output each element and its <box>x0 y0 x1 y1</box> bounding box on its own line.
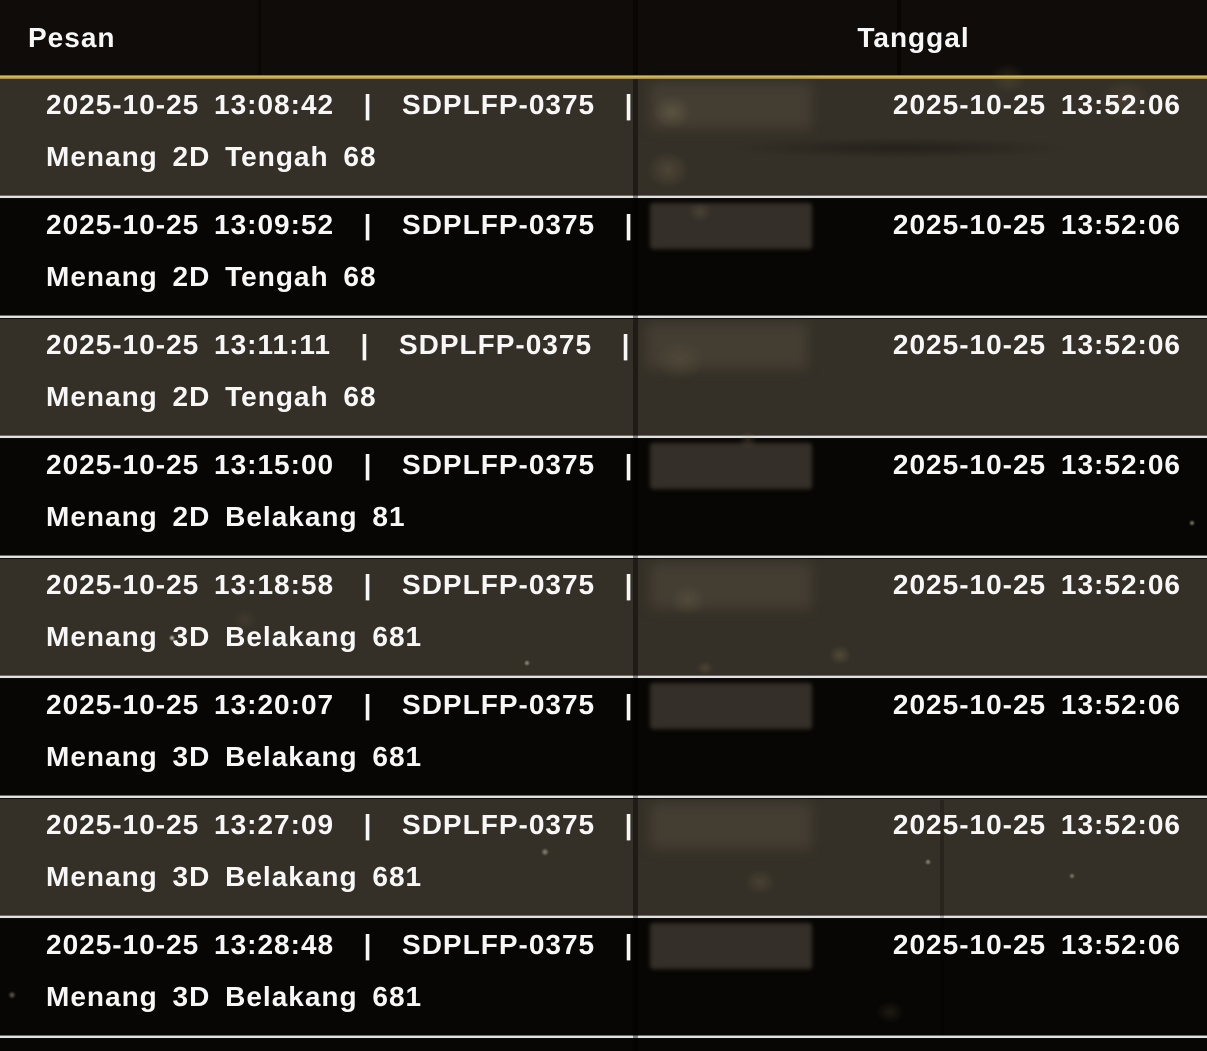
tanggal-cell: 2025-10-25 13:52:06 <box>892 209 1181 240</box>
pesan-cell: 2025-10-25 13:28:48 | SDPLFP-0375 | Mena… <box>0 919 812 1023</box>
message-text: Menang 2D Tengah 68 <box>46 141 377 172</box>
tanggal-cell: 2025-10-25 13:52:06 <box>892 89 1181 120</box>
message-meta: 2025-10-25 13:28:48 | SDPLFP-0375 | <box>46 929 634 960</box>
message-meta-line: 2025-10-25 13:20:07 | SDPLFP-0375 | <box>46 679 812 731</box>
message-text: Menang 2D Belakang 81 <box>46 501 406 532</box>
table-row: 2025-10-25 13:09:52 | SDPLFP-0375 | Mena… <box>0 199 1207 315</box>
message-text: Menang 3D Belakang 681 <box>46 981 423 1012</box>
message-text: Menang 2D Tengah 68 <box>46 261 377 292</box>
message-meta: 2025-10-25 13:15:00 | SDPLFP-0375 | <box>46 449 634 480</box>
message-meta: 2025-10-25 13:27:09 | SDPLFP-0375 | <box>46 809 634 840</box>
pesan-cell: 2025-10-25 13:15:00 | SDPLFP-0375 | Mena… <box>0 439 812 543</box>
table-row: 2025-10-25 13:15:00 | SDPLFP-0375 | Mena… <box>0 439 1207 555</box>
pesan-cell: 2025-10-25 13:11:11 | SDPLFP-0375 | Mena… <box>0 319 809 423</box>
message-meta-line: 2025-10-25 13:15:00 | SDPLFP-0375 | <box>46 439 812 491</box>
message-meta-line: 2025-10-25 13:11:11 | SDPLFP-0375 | <box>46 319 809 371</box>
table-body: 2025-10-25 13:08:42 | SDPLFP-0375 | Mena… <box>0 79 1207 1039</box>
message-text: Menang 3D Belakang 681 <box>46 861 423 892</box>
message-meta-line: 2025-10-25 13:18:58 | SDPLFP-0375 | <box>46 559 812 611</box>
message-meta: 2025-10-25 13:11:11 | SDPLFP-0375 | <box>46 329 631 360</box>
message-meta: 2025-10-25 13:18:58 | SDPLFP-0375 | <box>46 569 634 600</box>
table-row: 2025-10-25 13:27:09 | SDPLFP-0375 | Mena… <box>0 799 1207 915</box>
table-row: 2025-10-25 13:18:58 | SDPLFP-0375 | Mena… <box>0 559 1207 675</box>
message-meta-line: 2025-10-25 13:08:42 | SDPLFP-0375 | <box>46 79 812 131</box>
table-row: 2025-10-25 13:08:42 | SDPLFP-0375 | Mena… <box>0 79 1207 195</box>
message-meta: 2025-10-25 13:20:07 | SDPLFP-0375 | <box>46 689 634 720</box>
message-meta: 2025-10-25 13:09:52 | SDPLFP-0375 | <box>46 209 634 240</box>
tanggal-cell: 2025-10-25 13:52:06 <box>892 329 1181 360</box>
column-header-tanggal: Tanggal <box>857 21 970 53</box>
pesan-cell: 2025-10-25 13:18:58 | SDPLFP-0375 | Mena… <box>0 559 812 663</box>
message-text: Menang 3D Belakang 681 <box>46 741 423 772</box>
pesan-cell: 2025-10-25 13:27:09 | SDPLFP-0375 | Mena… <box>0 799 812 903</box>
table-row: 2025-10-25 13:11:11 | SDPLFP-0375 | Mena… <box>0 319 1207 435</box>
partial-next-row <box>0 1039 1207 1051</box>
message-text: Menang 2D Tengah 68 <box>46 381 377 412</box>
tanggal-cell: 2025-10-25 13:52:06 <box>892 449 1181 480</box>
message-meta-line: 2025-10-25 13:28:48 | SDPLFP-0375 | <box>46 919 812 971</box>
message-meta-line: 2025-10-25 13:09:52 | SDPLFP-0375 | <box>46 199 812 251</box>
pesan-cell: 2025-10-25 13:09:52 | SDPLFP-0375 | Mena… <box>0 199 812 303</box>
tanggal-cell: 2025-10-25 13:52:06 <box>892 569 1181 600</box>
table-row: 2025-10-25 13:20:07 | SDPLFP-0375 | Mena… <box>0 679 1207 795</box>
tanggal-cell: 2025-10-25 13:52:06 <box>892 809 1181 840</box>
tanggal-cell: 2025-10-25 13:52:06 <box>892 689 1181 720</box>
tanggal-cell: 2025-10-25 13:52:06 <box>892 929 1181 960</box>
pesan-cell: 2025-10-25 13:08:42 | SDPLFP-0375 | Mena… <box>0 79 812 183</box>
message-meta: 2025-10-25 13:08:42 | SDPLFP-0375 | <box>46 89 634 120</box>
column-header-pesan: Pesan <box>28 21 116 53</box>
pesan-cell: 2025-10-25 13:20:07 | SDPLFP-0375 | Mena… <box>0 679 812 783</box>
table-row: 2025-10-25 13:28:48 | SDPLFP-0375 | Mena… <box>0 919 1207 1035</box>
table-header-row: Pesan Tanggal <box>0 0 1207 75</box>
message-meta-line: 2025-10-25 13:27:09 | SDPLFP-0375 | <box>46 799 812 851</box>
message-text: Menang 3D Belakang 681 <box>46 621 423 652</box>
